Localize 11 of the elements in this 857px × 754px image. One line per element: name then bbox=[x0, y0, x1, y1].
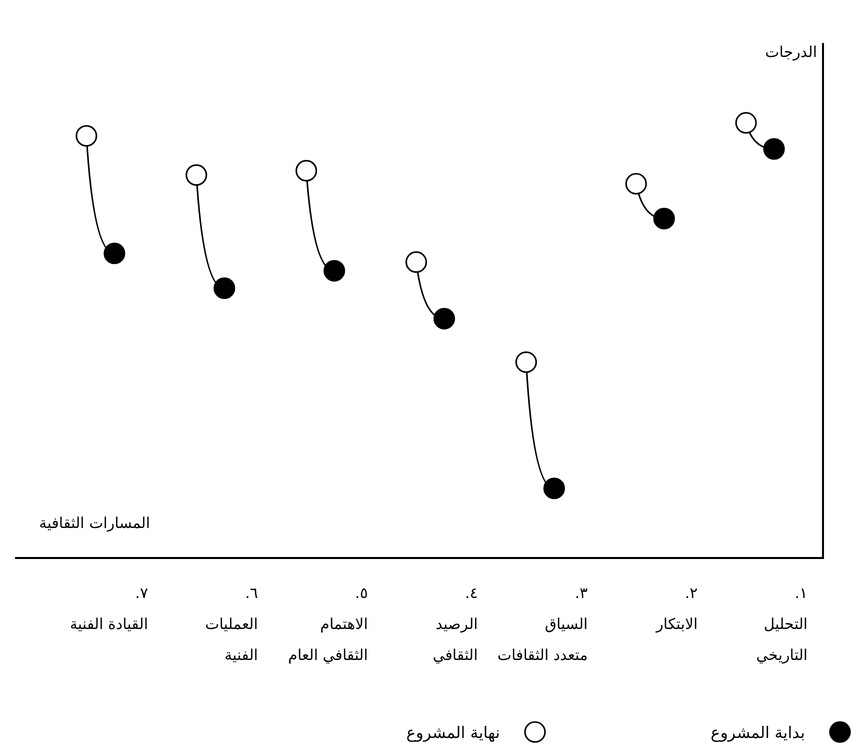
x-axis-title: المسارات الثقافية bbox=[39, 514, 150, 532]
x-tick-label: ٣. السياق متعدد الثقافات bbox=[497, 584, 588, 664]
x-tick-label: ٢. الابتكار bbox=[656, 584, 698, 633]
x-tick-label: ٥. الاهتمام الثقافي العام bbox=[288, 584, 368, 664]
x-tick-label: ٤. الرصيد الثقافي bbox=[432, 584, 478, 664]
x-tick-label: ١. التحليل التاريخي bbox=[756, 584, 808, 664]
y-axis-title: الدرجات bbox=[765, 43, 817, 61]
x-tick-label: ٧. القيادة الفنية bbox=[70, 584, 148, 633]
legend-label: بداية المشروع bbox=[710, 723, 805, 742]
legend-label: نهاية المشروع bbox=[406, 723, 500, 742]
x-tick-label: ٦. العمليات الفنية bbox=[205, 584, 258, 664]
